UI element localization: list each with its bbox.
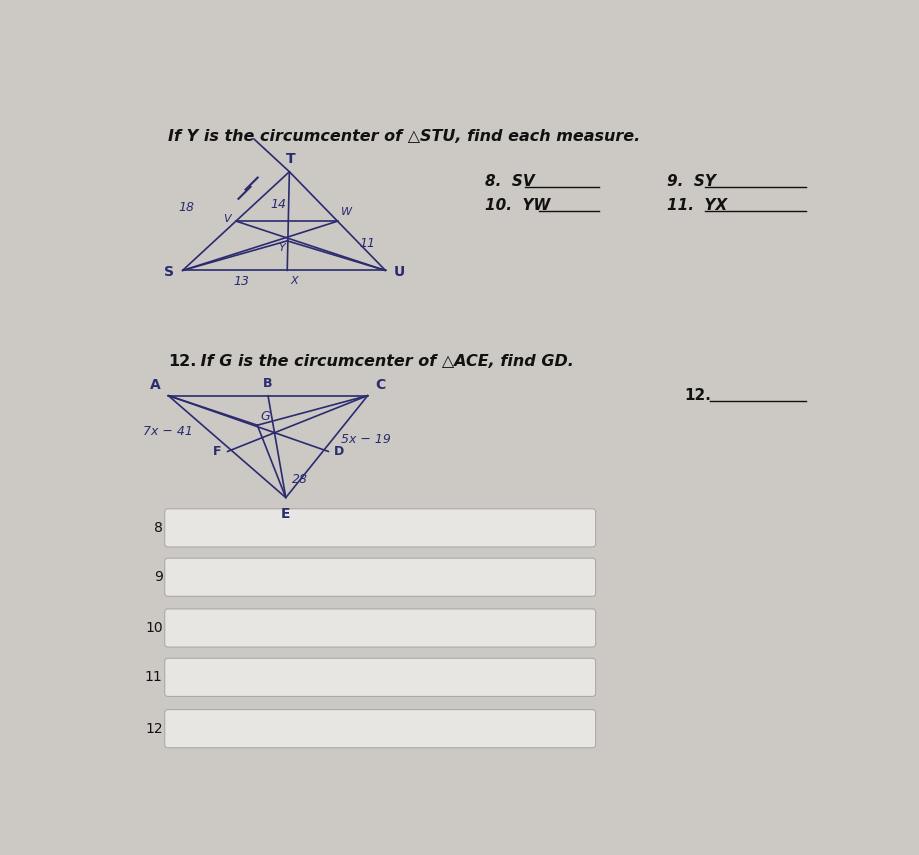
Text: 10: 10 (145, 621, 163, 635)
Text: B: B (263, 377, 273, 390)
Text: 11.  YX: 11. YX (667, 198, 727, 214)
Text: 8: 8 (153, 521, 163, 535)
Text: 9: 9 (153, 570, 163, 584)
Text: 5x − 19: 5x − 19 (341, 433, 391, 446)
Text: S: S (164, 265, 174, 279)
Text: 14: 14 (271, 198, 287, 211)
Text: 7x − 41: 7x − 41 (143, 425, 193, 439)
FancyBboxPatch shape (165, 558, 596, 597)
Text: 12.: 12. (168, 354, 197, 369)
Text: 11: 11 (359, 237, 376, 250)
Text: W: W (341, 207, 352, 217)
Text: 12: 12 (145, 722, 163, 735)
Text: X: X (290, 276, 299, 286)
Text: D: D (335, 445, 345, 458)
FancyBboxPatch shape (165, 658, 596, 697)
FancyBboxPatch shape (165, 609, 596, 647)
Text: U: U (394, 265, 405, 279)
Text: V: V (222, 214, 231, 224)
Text: 13: 13 (233, 275, 250, 288)
Text: 8.  SV: 8. SV (485, 174, 535, 189)
Text: If G is the circumcenter of △ACE, find GD.: If G is the circumcenter of △ACE, find G… (196, 354, 574, 369)
FancyBboxPatch shape (165, 509, 596, 547)
Text: C: C (375, 378, 385, 392)
Text: 11: 11 (145, 670, 163, 684)
Text: 18: 18 (178, 202, 194, 215)
FancyBboxPatch shape (165, 710, 596, 748)
Text: 28: 28 (292, 473, 308, 486)
Text: Y: Y (278, 243, 285, 253)
Text: A: A (151, 378, 161, 392)
Text: F: F (213, 445, 221, 458)
Text: G: G (260, 410, 270, 422)
Text: E: E (281, 508, 290, 522)
Text: If Y is the circumcenter of △STU, find each measure.: If Y is the circumcenter of △STU, find e… (168, 129, 641, 144)
Text: 10.  YW: 10. YW (485, 198, 550, 214)
Text: T: T (286, 152, 296, 167)
Text: 12.: 12. (685, 388, 711, 403)
Text: 9.  SY: 9. SY (667, 174, 716, 189)
